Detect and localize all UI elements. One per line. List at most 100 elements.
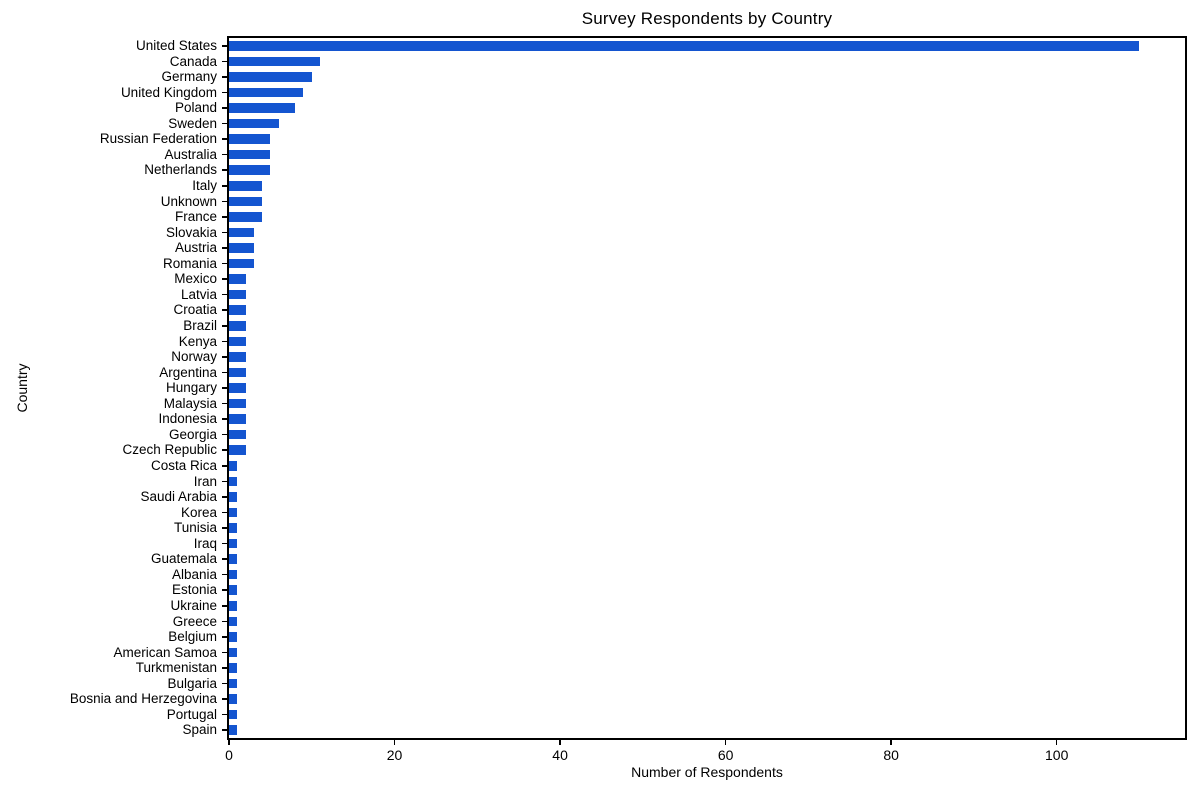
- y-tick-label: Argentina: [159, 364, 217, 380]
- y-tick-label: Kenya: [178, 333, 217, 349]
- y-tick: [222, 138, 227, 140]
- y-tick: [222, 340, 227, 343]
- y-tick: [222, 558, 227, 560]
- y-tick: [222, 278, 227, 280]
- bar: [229, 258, 254, 269]
- y-tick-label: Czech Republic: [122, 442, 217, 458]
- y-tick: [222, 247, 227, 249]
- bar: [229, 725, 238, 736]
- y-tick: [222, 511, 227, 514]
- bar: [229, 289, 246, 300]
- y-tick-label: Australia: [164, 146, 217, 162]
- y-tick-label: Croatia: [173, 302, 217, 318]
- y-tick: [222, 604, 227, 607]
- bar: [229, 476, 238, 487]
- y-tick: [222, 402, 227, 405]
- bar: [229, 87, 304, 98]
- y-tick-label: Saudi Arabia: [140, 489, 217, 505]
- y-tick: [222, 107, 227, 109]
- bar: [229, 56, 321, 67]
- bar: [229, 492, 238, 502]
- bar: [229, 134, 271, 144]
- bar: [229, 554, 238, 564]
- bar: [229, 103, 296, 113]
- y-tick-label: Austria: [174, 240, 217, 256]
- x-tick-label: 0: [225, 747, 233, 763]
- bar: [229, 694, 238, 704]
- y-tick: [222, 324, 227, 327]
- bar: [229, 429, 246, 440]
- y-tick-label: Iraq: [193, 535, 217, 551]
- y-tick: [222, 496, 227, 498]
- y-tick: [222, 667, 227, 669]
- bar: [229, 305, 246, 316]
- bar: [229, 398, 246, 409]
- bar: [229, 274, 246, 284]
- y-tick: [222, 122, 227, 125]
- y-tick-label: Korea: [180, 504, 217, 520]
- y-tick-label: Poland: [174, 100, 217, 116]
- y-tick: [222, 433, 227, 436]
- y-tick: [222, 44, 227, 47]
- y-tick-label: Ukraine: [170, 598, 217, 613]
- y-tick-label: Mexico: [174, 271, 217, 287]
- y-tick-label: Latvia: [180, 286, 217, 302]
- y-tick: [222, 60, 227, 63]
- bar: [229, 367, 246, 378]
- y-tick: [222, 76, 227, 78]
- y-tick-label: Tunisia: [173, 520, 217, 536]
- y-tick: [222, 713, 227, 716]
- y-tick-label: France: [174, 209, 217, 225]
- x-tick-label: 100: [1045, 747, 1069, 763]
- y-tick: [222, 542, 227, 545]
- y-tick-label: Brazil: [183, 318, 217, 333]
- y-tick-label: Romania: [162, 255, 217, 271]
- y-tick: [222, 573, 227, 576]
- y-tick-label: Turkmenistan: [135, 660, 217, 676]
- y-tick-label: Hungary: [165, 380, 217, 396]
- bar: [229, 320, 246, 331]
- bar: [229, 445, 246, 456]
- y-tick-label: Belgium: [168, 629, 217, 645]
- y-tick-label: Costa Rica: [150, 458, 217, 473]
- x-tick-label: 80: [883, 747, 899, 763]
- y-tick: [222, 636, 227, 638]
- y-tick-label: Estonia: [171, 582, 217, 598]
- bar: [229, 243, 254, 253]
- bar: [229, 600, 238, 611]
- x-tick: [890, 740, 892, 745]
- bar: [229, 196, 263, 207]
- y-tick: [222, 153, 227, 156]
- y-tick-label: Guatemala: [150, 551, 217, 567]
- bar: [229, 414, 246, 424]
- y-tick: [222, 200, 227, 203]
- bar: [229, 165, 271, 176]
- y-tick-label: Indonesia: [158, 411, 217, 427]
- y-tick: [222, 293, 227, 296]
- y-tick: [222, 729, 227, 732]
- y-tick-label: Italy: [192, 178, 217, 193]
- x-tick: [228, 740, 230, 745]
- y-tick: [222, 184, 227, 187]
- bar: [229, 460, 238, 471]
- bar: [229, 336, 246, 347]
- y-tick-label: Spain: [182, 722, 217, 738]
- bar: [229, 709, 238, 720]
- y-tick: [222, 356, 227, 358]
- y-tick-label: United Kingdom: [120, 84, 217, 100]
- bar: [229, 632, 238, 642]
- bar: [229, 180, 263, 191]
- y-tick-label: Sweden: [168, 115, 217, 131]
- y-tick-label: Portugal: [166, 706, 217, 722]
- y-tick: [222, 589, 227, 592]
- bar: [229, 647, 238, 658]
- chart-title: Survey Respondents by Country: [581, 9, 833, 28]
- y-tick-label: Georgia: [168, 426, 217, 442]
- y-tick-label: Russian Federation: [99, 131, 217, 147]
- x-tick-label: 60: [717, 747, 734, 763]
- bar: [229, 585, 238, 596]
- y-tick-label: American Samoa: [113, 644, 217, 660]
- plot-area: [227, 36, 1187, 740]
- bar: [229, 72, 312, 82]
